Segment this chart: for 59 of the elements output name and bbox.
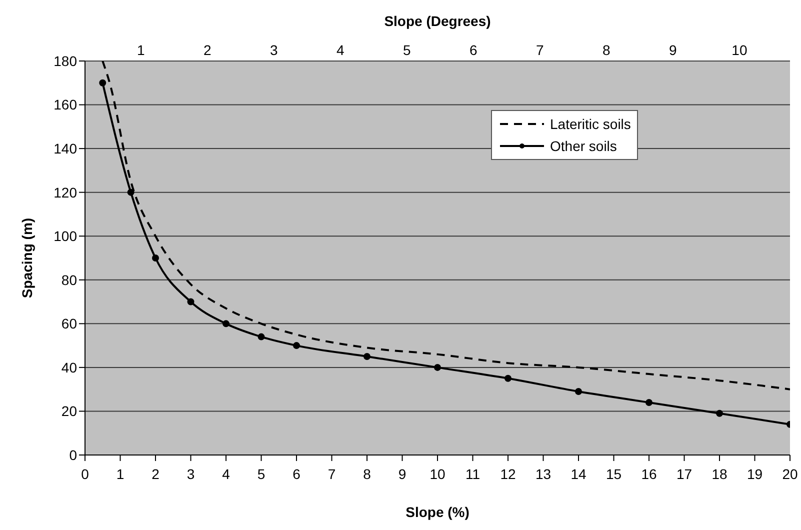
x2-tick-label: 5 <box>403 42 412 58</box>
y-tick-label: 60 <box>61 316 78 332</box>
x2-tick-label: 7 <box>536 42 544 58</box>
point <box>187 298 194 306</box>
point <box>152 254 159 262</box>
x2-tick-label: 8 <box>602 42 611 58</box>
x-tick-label: 20 <box>782 466 798 482</box>
y-tick-label: 0 <box>69 446 78 463</box>
x-tick-label: 4 <box>222 466 230 482</box>
y-tick-label: 160 <box>54 96 78 113</box>
x-tick-label: 10 <box>430 466 446 482</box>
point <box>258 333 265 340</box>
x2-axis-title: Slope (Degrees) <box>384 13 491 29</box>
x-axis-title: Slope (%) <box>406 504 470 520</box>
x2-tick-label: 10 <box>732 42 748 58</box>
y-tick-label: 80 <box>61 272 78 288</box>
y-tick-label: 120 <box>54 184 78 200</box>
x-tick-label: 12 <box>500 466 516 482</box>
y-axis-title: Spacing (m) <box>18 218 35 298</box>
y-tick-label: 40 <box>61 359 78 376</box>
legend-label: Other soils <box>550 137 617 156</box>
point <box>99 79 106 86</box>
x2-tick-label: 9 <box>669 42 678 58</box>
x-tick-label: 11 <box>465 466 480 482</box>
x-tick-label: 13 <box>535 466 552 482</box>
x-tick-label: 1 <box>116 466 124 482</box>
x2-tick-label: 1 <box>136 42 145 58</box>
point <box>222 320 230 328</box>
x-tick-label: 19 <box>746 466 763 482</box>
point <box>504 374 512 382</box>
x-tick-label: 9 <box>398 466 406 482</box>
x-tick-label: 6 <box>292 466 301 482</box>
x-tick-label: 17 <box>676 466 692 482</box>
x-tick-label: 18 <box>712 466 728 482</box>
x-tick-label: 3 <box>186 466 195 482</box>
x-tick-label: 16 <box>641 466 657 482</box>
point <box>716 410 723 417</box>
x-tick-label: 5 <box>257 466 266 482</box>
point <box>364 353 370 360</box>
y-tick-label: 140 <box>54 140 78 157</box>
point <box>293 342 300 350</box>
x-tick-label: 2 <box>152 466 160 482</box>
legend-label: Lateritic soils <box>550 115 631 134</box>
y-tick-label: 100 <box>54 228 78 244</box>
point <box>127 188 134 196</box>
x-tick-label: 8 <box>363 466 372 482</box>
y-tick-label: 180 <box>54 52 78 69</box>
x2-tick-label: 4 <box>336 42 344 58</box>
x-tick-label: 14 <box>570 466 586 482</box>
x-tick-label: 7 <box>328 466 336 482</box>
point <box>646 398 652 406</box>
y-tick-label: 20 <box>61 403 78 420</box>
x2-tick-label: 3 <box>270 42 278 58</box>
x2-tick-label: 6 <box>470 42 478 58</box>
point <box>575 388 582 396</box>
x-tick-label: 15 <box>606 466 622 482</box>
x2-tick-label: 2 <box>203 42 212 58</box>
x-tick-label: 0 <box>81 466 90 482</box>
point <box>434 364 441 371</box>
